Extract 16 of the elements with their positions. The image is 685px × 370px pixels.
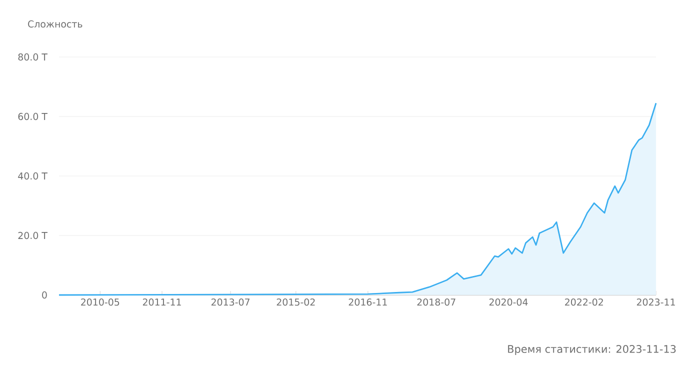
x-tick-label: 2023-11 bbox=[636, 298, 675, 306]
x-tick-label: 2022-02 bbox=[565, 298, 603, 306]
x-tick-label: 2018-07 bbox=[417, 298, 456, 306]
y-tick-label: 20.0 T bbox=[18, 232, 48, 240]
x-tick-label: 2010-05 bbox=[81, 298, 120, 306]
x-tick-label: 2013-07 bbox=[211, 298, 250, 306]
y-axis-title: Сложность bbox=[28, 20, 82, 28]
x-tick-label: 2015-02 bbox=[276, 298, 315, 306]
x-tick-label: 2020-04 bbox=[489, 298, 528, 306]
y-tick-label: 0 bbox=[42, 291, 47, 299]
text: Время статистики: 2023-11-13 bbox=[508, 345, 676, 355]
x-tick-label: 2016-11 bbox=[348, 298, 387, 306]
y-tick-label: 40.0 T bbox=[18, 172, 48, 180]
y-tick-label: 80.0 T bbox=[18, 53, 48, 61]
x-tick-label: 2011-11 bbox=[142, 298, 181, 306]
y-tick-label: 60.0 T bbox=[18, 112, 48, 120]
